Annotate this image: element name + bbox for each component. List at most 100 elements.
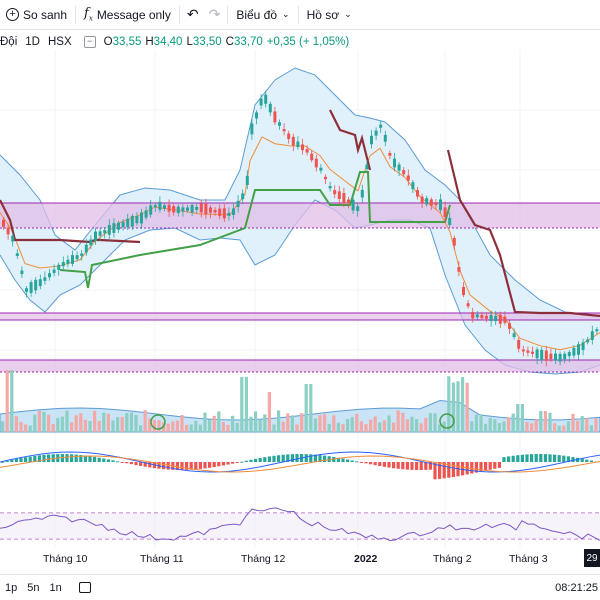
candle-body <box>227 212 231 216</box>
collapse-icon[interactable]: − <box>83 36 96 48</box>
maroon-trailing-line <box>0 199 141 244</box>
volume-bar <box>350 417 354 432</box>
volume-bar <box>221 422 225 432</box>
candle-body <box>577 344 580 355</box>
chart-menu-button[interactable]: Biểu đồ ⌄ <box>230 0 295 30</box>
macd-histogram-bar <box>373 462 377 466</box>
volume-bar <box>530 423 534 432</box>
candle-body <box>158 201 162 210</box>
volume-bar <box>272 424 276 432</box>
macd-histogram-bar <box>424 462 428 470</box>
time-axis[interactable]: Tháng 10 Tháng 11 Tháng 12 2022 Tháng 2 … <box>0 548 600 570</box>
candle-body <box>15 253 19 256</box>
candle-body <box>130 215 134 227</box>
macd-histogram-bar <box>304 454 308 462</box>
candle-body <box>98 231 102 236</box>
resistance-zone <box>0 203 600 228</box>
candle-body <box>222 208 226 219</box>
candle-body <box>457 267 461 272</box>
volume-bar <box>355 413 359 432</box>
macd-histogram-bar <box>74 454 78 462</box>
macd-histogram-bar <box>208 462 212 468</box>
macd-histogram-bar <box>51 454 55 462</box>
candle-body <box>273 111 277 123</box>
period-1p[interactable]: 1p <box>5 581 18 594</box>
macd-histogram-bar <box>272 455 276 462</box>
xaxis-label: Tháng 3 <box>509 553 548 565</box>
candle-body <box>176 206 180 214</box>
candle-body <box>52 269 56 273</box>
volume-bar <box>120 417 124 432</box>
volume-bar <box>194 420 198 432</box>
macd-histogram-bar <box>539 454 543 462</box>
volume-bar <box>571 413 575 432</box>
candle-body <box>140 212 143 224</box>
macd-histogram-bar <box>65 454 69 462</box>
high-value: 34,40 <box>153 36 183 48</box>
volume-bar <box>378 422 382 432</box>
indicators-button[interactable]: fx Message only <box>78 0 177 30</box>
macd-histogram-bar <box>410 462 414 470</box>
macd-histogram-bar <box>47 454 51 462</box>
candle-body <box>554 353 557 361</box>
period-5n[interactable]: 5n <box>27 581 40 594</box>
volume-bar <box>359 421 363 432</box>
macd-histogram-bar <box>290 454 294 462</box>
volume-bar <box>152 419 156 432</box>
interval-label[interactable]: 1D <box>25 36 40 48</box>
macd-histogram-bar <box>217 462 221 467</box>
volume-bar <box>438 424 442 432</box>
macd-histogram-bar <box>1 461 5 463</box>
volume-bar <box>226 424 230 432</box>
macd-histogram-bar <box>346 459 350 462</box>
macd-signal-line <box>0 455 600 473</box>
candle-body <box>245 175 249 185</box>
volume-bar <box>534 419 538 432</box>
candle-body <box>232 208 235 215</box>
macd-histogram-bar <box>543 454 547 462</box>
symbol-name[interactable]: Đội <box>0 36 18 48</box>
macd-histogram-bar <box>111 460 115 462</box>
profile-menu-button[interactable]: Hồ sơ ⌄ <box>301 0 358 30</box>
macd-histogram-bar <box>102 458 106 462</box>
volume-bar <box>83 419 87 432</box>
candle-body <box>549 353 553 360</box>
volume-bar <box>525 421 529 432</box>
candle-body <box>107 225 111 235</box>
candle-body <box>351 199 355 211</box>
candle-body <box>489 314 493 322</box>
macd-histogram-bar <box>313 454 317 462</box>
macd-histogram-bar <box>451 462 455 478</box>
calendar-icon[interactable] <box>78 582 91 593</box>
candle-body <box>305 149 309 153</box>
volume-bar <box>488 417 492 432</box>
price-chart[interactable] <box>0 50 600 548</box>
resistance-zone <box>0 313 600 320</box>
signal-marker-icon <box>439 413 455 429</box>
candle-body <box>439 199 442 211</box>
volume-bar <box>277 410 281 432</box>
redo-icon[interactable]: ↷ <box>208 6 221 22</box>
volume-bar <box>198 424 202 432</box>
candle-body <box>347 199 350 204</box>
macd-histogram-bar <box>37 455 41 462</box>
candle-body <box>581 342 585 351</box>
candle-body <box>163 205 166 209</box>
macd-histogram-bar <box>355 461 359 463</box>
candle-body <box>103 230 107 234</box>
macd-histogram-bar <box>19 458 23 462</box>
candle-body <box>333 190 337 195</box>
compare-button[interactable]: + So sanh <box>0 0 73 30</box>
candle-body <box>572 347 576 356</box>
volume-bar <box>5 370 9 432</box>
undo-icon[interactable]: ↶ <box>186 6 199 22</box>
volume-bar <box>300 413 304 432</box>
macd-histogram-bar <box>479 462 483 472</box>
period-1n[interactable]: 1n <box>49 581 62 594</box>
volume-bar <box>369 419 373 432</box>
volume-bar <box>254 411 258 432</box>
candle-body <box>586 339 590 343</box>
candle-body <box>167 204 171 212</box>
candle-body <box>411 182 415 190</box>
xaxis-label: Tháng 2 <box>433 553 472 565</box>
